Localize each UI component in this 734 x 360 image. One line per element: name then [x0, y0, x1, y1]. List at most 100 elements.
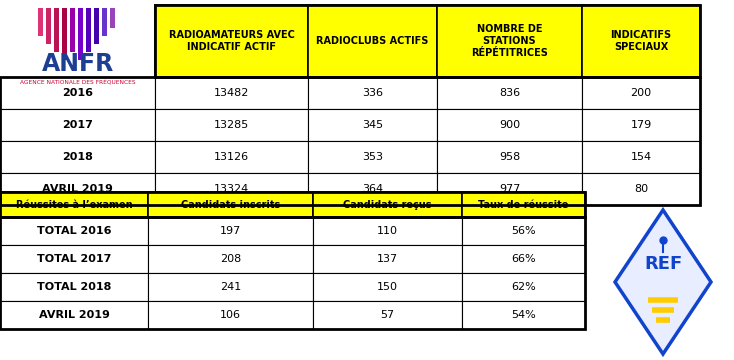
Bar — [313, 273, 462, 301]
Bar — [0, 109, 155, 141]
Text: 345: 345 — [362, 120, 383, 130]
Bar — [0, 245, 148, 273]
Text: 110: 110 — [377, 226, 398, 236]
Bar — [582, 5, 700, 77]
Bar — [37, 8, 43, 36]
Text: 56%: 56% — [511, 226, 536, 236]
Bar — [148, 217, 313, 245]
Bar — [308, 173, 437, 205]
Bar — [313, 217, 462, 245]
Polygon shape — [615, 210, 711, 354]
Text: 2017: 2017 — [62, 120, 93, 130]
Bar — [0, 77, 155, 109]
Bar — [462, 245, 585, 273]
Bar — [582, 109, 700, 141]
Bar — [582, 77, 700, 109]
Text: 13324: 13324 — [214, 184, 249, 194]
Text: 137: 137 — [377, 254, 398, 264]
Text: ANFR: ANFR — [42, 52, 114, 76]
Bar — [308, 109, 437, 141]
Text: 150: 150 — [377, 282, 398, 292]
Bar — [0, 217, 148, 245]
Bar — [437, 109, 582, 141]
Bar — [462, 301, 585, 329]
Text: 241: 241 — [220, 282, 241, 292]
Text: RADIOCLUBS ACTIFS: RADIOCLUBS ACTIFS — [316, 36, 429, 46]
Text: 13482: 13482 — [214, 88, 249, 98]
Text: 54%: 54% — [511, 310, 536, 320]
Bar — [148, 273, 313, 301]
Bar — [70, 8, 74, 52]
Text: 57: 57 — [380, 310, 395, 320]
Bar — [313, 301, 462, 329]
Bar — [0, 273, 148, 301]
Bar — [462, 192, 585, 217]
Bar — [0, 192, 148, 217]
Bar — [582, 173, 700, 205]
Text: TOTAL 2017: TOTAL 2017 — [37, 254, 111, 264]
Bar — [437, 5, 582, 77]
Bar — [101, 8, 106, 36]
Text: 197: 197 — [220, 226, 241, 236]
Bar — [462, 273, 585, 301]
Text: 80: 80 — [634, 184, 648, 194]
Bar — [78, 8, 82, 60]
Text: TOTAL 2018: TOTAL 2018 — [37, 282, 111, 292]
Bar — [85, 8, 90, 52]
Text: 900: 900 — [499, 120, 520, 130]
Bar — [155, 77, 308, 109]
Bar — [54, 8, 59, 52]
Bar — [0, 301, 148, 329]
Bar — [0, 192, 585, 217]
Bar — [462, 217, 585, 245]
Bar — [155, 5, 700, 77]
Text: 353: 353 — [362, 152, 383, 162]
Text: 208: 208 — [220, 254, 241, 264]
Bar — [0, 77, 700, 205]
Text: 2016: 2016 — [62, 88, 93, 98]
Text: 62%: 62% — [511, 282, 536, 292]
Bar — [313, 245, 462, 273]
Text: TOTAL 2016: TOTAL 2016 — [37, 226, 112, 236]
Bar — [109, 8, 115, 28]
Text: 364: 364 — [362, 184, 383, 194]
Bar — [0, 173, 155, 205]
Text: 154: 154 — [631, 152, 652, 162]
Bar — [0, 217, 585, 329]
Text: Candidats reçus: Candidats reçus — [344, 199, 432, 210]
Bar — [155, 109, 308, 141]
Text: AVRIL 2019: AVRIL 2019 — [42, 184, 113, 194]
Text: 66%: 66% — [511, 254, 536, 264]
Text: 2018: 2018 — [62, 152, 93, 162]
Bar — [313, 192, 462, 217]
Bar — [582, 141, 700, 173]
Text: INDICATIFS
SPECIAUX: INDICATIFS SPECIAUX — [611, 30, 672, 52]
Bar — [93, 8, 98, 44]
Text: 200: 200 — [631, 88, 652, 98]
Text: 977: 977 — [499, 184, 520, 194]
Text: 179: 179 — [631, 120, 652, 130]
Text: AVRIL 2019: AVRIL 2019 — [39, 310, 109, 320]
Bar — [308, 141, 437, 173]
Bar — [148, 245, 313, 273]
Text: Réussites à l’examen: Réussites à l’examen — [15, 199, 132, 210]
Text: Taux de réussite: Taux de réussite — [479, 199, 569, 210]
Text: 13126: 13126 — [214, 152, 249, 162]
Text: 336: 336 — [362, 88, 383, 98]
Bar — [0, 141, 155, 173]
Text: 106: 106 — [220, 310, 241, 320]
Text: NOMBRE DE
STATIONS
RÉPÉTITRICES: NOMBRE DE STATIONS RÉPÉTITRICES — [471, 24, 548, 58]
Bar — [308, 5, 437, 77]
Bar — [437, 141, 582, 173]
Text: RADIOAMATEURS AVEC
INDICATIF ACTIF: RADIOAMATEURS AVEC INDICATIF ACTIF — [169, 30, 294, 52]
Bar — [148, 301, 313, 329]
Bar — [46, 8, 51, 44]
Text: 836: 836 — [499, 88, 520, 98]
Text: Candidats inscrits: Candidats inscrits — [181, 199, 280, 210]
Text: 958: 958 — [499, 152, 520, 162]
Bar — [155, 5, 308, 77]
Text: REF: REF — [644, 255, 682, 273]
Bar — [437, 173, 582, 205]
Text: 13285: 13285 — [214, 120, 249, 130]
Text: AGENCE NATIONALE DES FRÉQUENCES: AGENCE NATIONALE DES FRÉQUENCES — [21, 79, 136, 85]
